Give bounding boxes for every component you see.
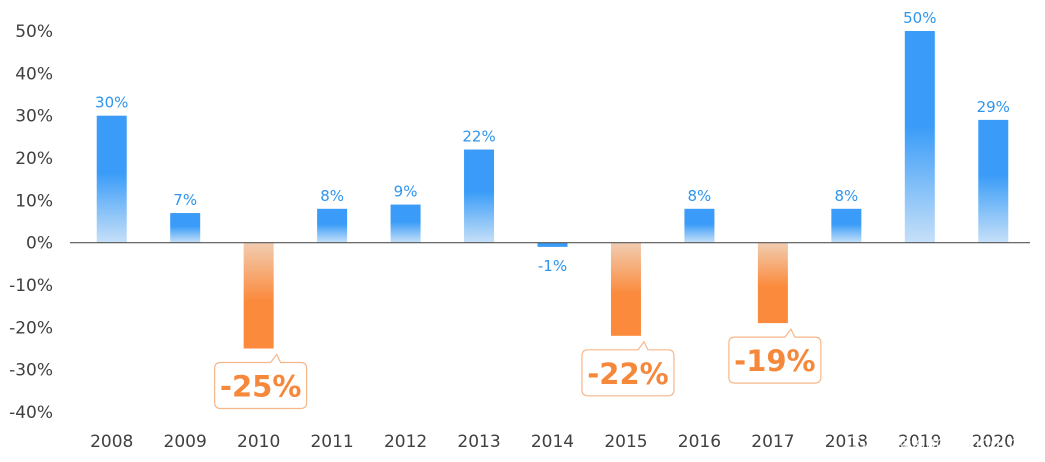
x-axis-tick-labels: 2008 2009 2010 2011 2012 2013 2014 2015 2016 2017… [90,432,1015,452]
data-label: 9% [394,183,418,201]
x-tick-label: 2009 [164,432,207,452]
y-tick-label: 0% [26,234,53,254]
x-tick-label: 2019 [898,432,941,452]
data-label: 8% [834,187,858,205]
bar-2008 [96,115,127,243]
bar-2014 [537,242,568,247]
data-label: 30% [95,94,128,112]
data-label: -1% [538,257,567,275]
data-label: 7% [173,191,197,209]
x-tick-label: 2010 [237,432,280,452]
y-tick-label: -40% [9,403,53,423]
bar-2011 [317,208,348,243]
bar-2012 [390,204,421,243]
x-tick-label: 2011 [310,432,353,452]
bar-2009 [170,213,201,243]
y-tick-label: 40% [15,64,53,84]
y-tick-label: -10% [9,276,53,296]
bar-2019 [904,31,935,243]
bar-2015 [610,242,641,336]
y-axis-tick-labels: 50% 40% 30% 20% 10% 0% -10% -20% -30% -40% [9,22,53,423]
bar-2016 [684,208,715,243]
x-tick-label: 2017 [751,432,794,452]
x-tick-label: 2012 [384,432,427,452]
y-tick-label: 10% [15,191,53,211]
callout-box [728,327,822,384]
bar-2013 [464,149,495,243]
callout-box [214,353,308,410]
data-label: 8% [688,187,712,205]
y-tick-label: 50% [15,22,53,42]
x-tick-label: 2008 [90,432,133,452]
data-labels: 30% 7% -25% 8% 9% 22% -1% -22% 8% -19% 8% 50% 29% [95,9,1010,410]
data-label: 22% [462,128,495,146]
bars [96,31,1009,349]
bar-2010 [243,242,274,349]
x-tick-label: 2015 [604,432,647,452]
bar-2017 [757,242,788,324]
y-tick-label: -20% [9,318,53,338]
x-tick-label: 2014 [531,432,574,452]
x-tick-label: 2020 [972,432,1015,452]
data-label: 29% [977,98,1010,116]
data-label: 50% [903,9,936,27]
data-label: -22% [587,357,668,391]
bar-2020 [978,119,1009,243]
callout-box [581,340,675,397]
y-tick-label: 20% [15,149,53,169]
watermark: CSDN @xingbuxing_py [845,433,1028,453]
x-tick-label: 2016 [678,432,721,452]
x-tick-label: 2013 [457,432,500,452]
x-tick-label: 2018 [825,432,868,452]
y-tick-label: 30% [15,107,53,127]
y-tick-label: -30% [9,361,53,381]
data-label: -25% [220,370,301,404]
bar-2018 [831,208,862,243]
data-label: 8% [320,187,344,205]
data-label: -19% [734,344,815,378]
